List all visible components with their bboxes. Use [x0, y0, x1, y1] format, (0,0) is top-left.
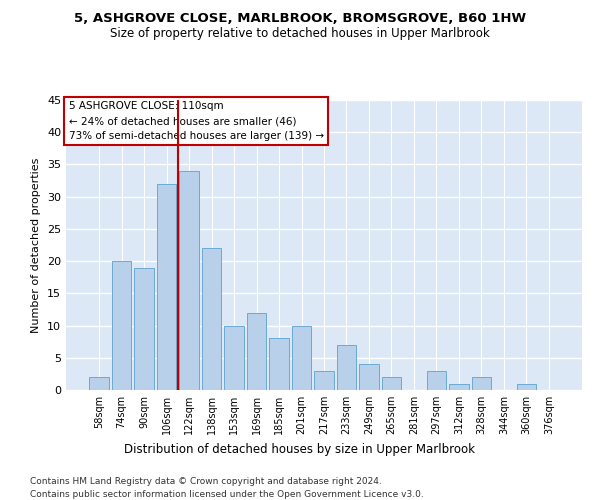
Text: Contains HM Land Registry data © Crown copyright and database right 2024.: Contains HM Land Registry data © Crown c… [30, 478, 382, 486]
Bar [314, 370, 334, 390]
Bar [224, 326, 244, 390]
Bar [292, 326, 311, 390]
Text: 5 ASHGROVE CLOSE: 110sqm
← 24% of detached houses are smaller (46)
73% of semi-d: 5 ASHGROVE CLOSE: 110sqm ← 24% of detach… [68, 102, 324, 141]
Bar [359, 364, 379, 390]
Bar [517, 384, 536, 390]
Bar [202, 248, 221, 390]
Bar [427, 370, 446, 390]
Text: Size of property relative to detached houses in Upper Marlbrook: Size of property relative to detached ho… [110, 28, 490, 40]
Bar [449, 384, 469, 390]
Bar [112, 261, 131, 390]
Bar [179, 171, 199, 390]
Text: Contains public sector information licensed under the Open Government Licence v3: Contains public sector information licen… [30, 490, 424, 499]
Text: 5, ASHGROVE CLOSE, MARLBROOK, BROMSGROVE, B60 1HW: 5, ASHGROVE CLOSE, MARLBROOK, BROMSGROVE… [74, 12, 526, 26]
Text: Distribution of detached houses by size in Upper Marlbrook: Distribution of detached houses by size … [125, 442, 476, 456]
Y-axis label: Number of detached properties: Number of detached properties [31, 158, 41, 332]
Bar [472, 377, 491, 390]
Bar [382, 377, 401, 390]
Bar [337, 345, 356, 390]
Bar [157, 184, 176, 390]
Bar [134, 268, 154, 390]
Bar [269, 338, 289, 390]
Bar [247, 312, 266, 390]
Bar [89, 377, 109, 390]
